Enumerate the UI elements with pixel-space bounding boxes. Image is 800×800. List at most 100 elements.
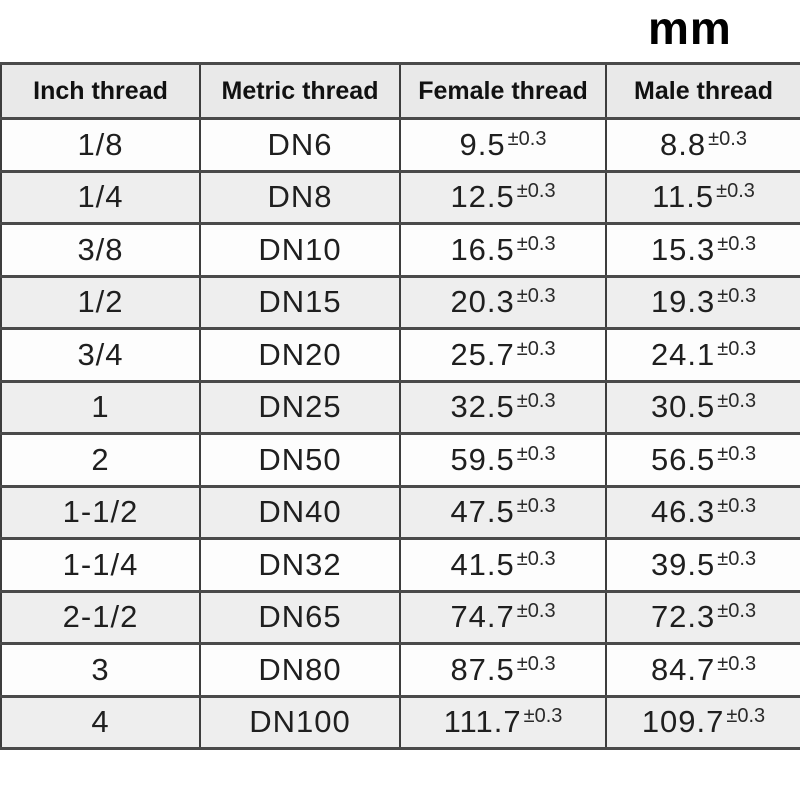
male-thread-cell-tolerance: ±0.3 xyxy=(717,232,757,255)
female-thread-cell: 16.5 ±0.3 xyxy=(399,222,607,278)
inch-thread-cell: 3/4 xyxy=(0,327,201,383)
female-thread-cell: 20.3 ±0.3 xyxy=(399,274,607,330)
metric-thread-cell: DN10 xyxy=(199,222,401,278)
female-thread-cell-value: 87.5 xyxy=(450,651,515,687)
table-row: 3/4 DN20 25.7 ±0.3 24.1 ±0.3 xyxy=(0,327,800,383)
male-thread-cell-tolerance: ±0.3 xyxy=(717,390,757,413)
metric-thread-cell: DN15 xyxy=(199,274,401,330)
metric-thread-cell-value: DN65 xyxy=(258,599,342,635)
inch-thread-cell: 1/2 xyxy=(0,274,201,330)
metric-thread-cell-value: DN40 xyxy=(258,494,342,530)
male-thread-cell-tolerance: ±0.3 xyxy=(716,180,755,203)
male-thread-cell-value: 56.5 xyxy=(650,441,716,477)
male-thread-cell: 19.3 ±0.3 xyxy=(605,274,800,330)
female-thread-cell-value: 20.3 xyxy=(450,284,515,320)
female-thread-cell-value: 41.5 xyxy=(450,546,515,582)
table-row: 3 DN80 87.5 ±0.3 84.7 ±0.3 xyxy=(0,642,800,698)
male-thread-cell-tolerance: ±0.3 xyxy=(717,600,757,623)
metric-thread-cell: DN65 xyxy=(199,589,401,645)
inch-thread-cell-value: 3/8 xyxy=(77,231,124,267)
female-thread-cell: 47.5 ±0.3 xyxy=(399,484,607,540)
inch-thread-cell-value: 1-1/2 xyxy=(62,494,139,530)
female-thread-cell-value: 16.5 xyxy=(450,231,515,267)
metric-thread-cell-value: DN8 xyxy=(267,179,333,215)
male-thread-cell: 39.5 ±0.3 xyxy=(605,537,800,593)
female-thread-cell-value: 47.5 xyxy=(450,494,515,530)
table-row: 1/4 DN8 12.5 ±0.3 11.5 ±0.3 xyxy=(0,169,800,225)
inch-thread-cell-value: 1/8 xyxy=(77,126,124,162)
male-thread-cell-value: 19.3 xyxy=(650,284,716,320)
inch-thread-cell-value: 1 xyxy=(91,389,110,425)
female-thread-cell: 41.5 ±0.3 xyxy=(399,537,607,593)
female-thread-cell-tolerance: ±0.3 xyxy=(516,547,556,570)
male-thread-cell-value: 72.3 xyxy=(650,599,716,635)
metric-thread-cell: DN80 xyxy=(199,642,401,698)
metric-thread-cell: DN25 xyxy=(199,379,401,435)
column-header-metric-thread: Metric thread xyxy=(199,62,401,120)
table-row: 1 DN25 32.5 ±0.3 30.5 ±0.3 xyxy=(0,379,800,435)
male-thread-cell-tolerance: ±0.3 xyxy=(717,547,757,570)
male-thread-cell: 15.3 ±0.3 xyxy=(605,222,800,278)
metric-thread-cell-value: DN15 xyxy=(258,284,342,320)
metric-thread-cell: DN6 xyxy=(199,117,401,173)
female-thread-cell-tolerance: ±0.3 xyxy=(516,180,556,203)
table-row: 2-1/2 DN65 74.7 ±0.3 72.3 ±0.3 xyxy=(0,589,800,645)
female-thread-cell-value: 111.7 xyxy=(443,704,522,740)
female-thread-cell-value: 12.5 xyxy=(450,179,515,215)
table-body: 1/8 DN6 9.5 ±0.3 8.8 ±0.3 1/4 DN8 12.5 ±0.3 11.5 ±0… xyxy=(0,117,800,750)
male-thread-cell-tolerance: ±0.3 xyxy=(726,705,766,728)
inch-thread-cell: 1-1/4 xyxy=(0,537,201,593)
inch-thread-cell-value: 1/2 xyxy=(77,284,124,320)
metric-thread-cell-value: DN100 xyxy=(249,704,351,740)
male-thread-cell-value: 30.5 xyxy=(650,389,716,425)
female-thread-cell-tolerance: ±0.3 xyxy=(516,652,556,675)
unit-label: mm xyxy=(648,2,732,54)
male-thread-cell-value: 8.8 xyxy=(660,126,707,162)
table-row: 1-1/2 DN40 47.5 ±0.3 46.3 ±0.3 xyxy=(0,484,800,540)
metric-thread-cell: DN32 xyxy=(199,537,401,593)
metric-thread-cell: DN8 xyxy=(199,169,401,225)
male-thread-cell-tolerance: ±0.3 xyxy=(708,127,747,150)
inch-thread-cell-value: 4 xyxy=(91,704,110,740)
inch-thread-cell-value: 3 xyxy=(91,651,110,687)
female-thread-cell-tolerance: ±0.3 xyxy=(516,232,556,255)
male-thread-cell: 56.5 ±0.3 xyxy=(605,432,800,488)
column-header-female-thread: Female thread xyxy=(399,62,607,120)
male-thread-cell-value: 24.1 xyxy=(650,336,716,372)
inch-thread-cell: 1 xyxy=(0,379,201,435)
female-thread-cell-tolerance: ±0.3 xyxy=(516,442,556,465)
inch-thread-cell: 2 xyxy=(0,432,201,488)
male-thread-cell-value: 109.7 xyxy=(641,704,725,740)
metric-thread-cell-value: DN32 xyxy=(258,546,342,582)
male-thread-cell-tolerance: ±0.3 xyxy=(717,337,757,360)
female-thread-cell-value: 32.5 xyxy=(450,389,515,425)
female-thread-cell: 74.7 ±0.3 xyxy=(399,589,607,645)
female-thread-cell-tolerance: ±0.3 xyxy=(516,337,556,360)
metric-thread-cell: DN50 xyxy=(199,432,401,488)
male-thread-cell: 72.3 ±0.3 xyxy=(605,589,800,645)
metric-thread-cell-value: DN80 xyxy=(258,651,342,687)
female-thread-cell: 59.5 ±0.3 xyxy=(399,432,607,488)
inch-thread-cell: 1/8 xyxy=(0,117,201,173)
female-thread-cell: 32.5 ±0.3 xyxy=(399,379,607,435)
male-thread-cell: 109.7 ±0.3 xyxy=(605,694,800,750)
metric-thread-cell-value: DN6 xyxy=(267,126,333,162)
female-thread-cell-tolerance: ±0.3 xyxy=(516,390,556,413)
inch-thread-cell: 2-1/2 xyxy=(0,589,201,645)
inch-thread-cell-value: 2-1/2 xyxy=(62,599,139,635)
male-thread-cell-tolerance: ±0.3 xyxy=(717,652,757,675)
inch-thread-cell-value: 1/4 xyxy=(77,179,124,215)
metric-thread-cell-value: DN10 xyxy=(258,231,342,267)
male-thread-cell-value: 46.3 xyxy=(650,494,716,530)
column-header-male-thread: Male thread xyxy=(605,62,800,120)
female-thread-cell-tolerance: ±0.3 xyxy=(507,127,547,150)
male-thread-cell-tolerance: ±0.3 xyxy=(717,442,757,465)
male-thread-cell-value: 11.5 xyxy=(652,179,715,215)
female-thread-cell-tolerance: ±0.3 xyxy=(516,495,556,518)
inch-thread-cell-value: 1-1/4 xyxy=(62,546,139,582)
female-thread-cell: 111.7 ±0.3 xyxy=(399,694,607,750)
male-thread-cell-value: 39.5 xyxy=(650,546,716,582)
female-thread-cell-tolerance: ±0.3 xyxy=(516,285,556,308)
male-thread-cell-tolerance: ±0.3 xyxy=(717,285,757,308)
metric-thread-cell: DN100 xyxy=(199,694,401,750)
